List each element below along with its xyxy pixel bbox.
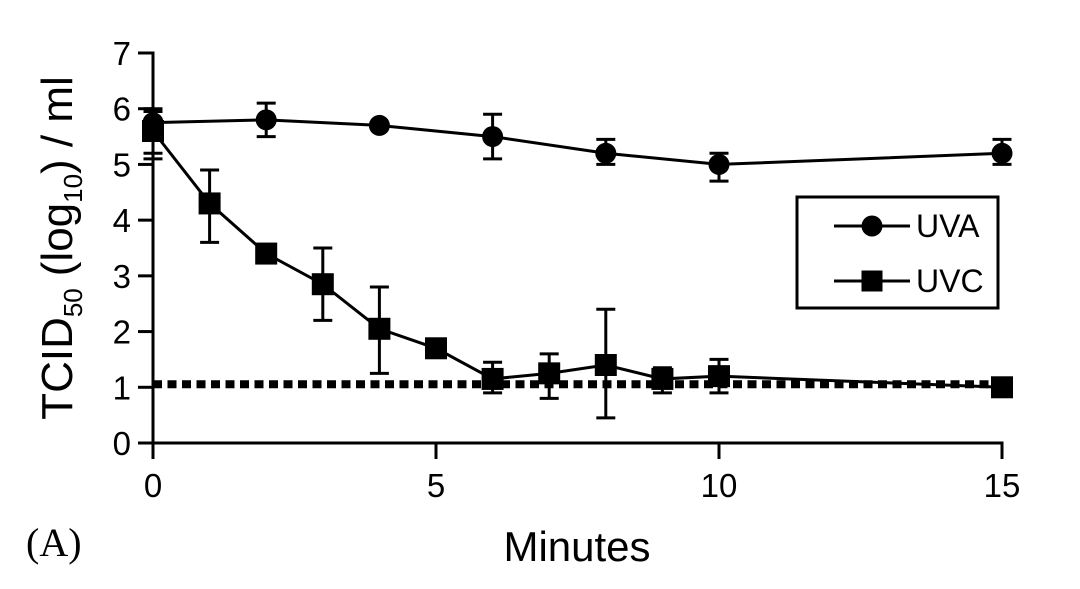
y-tick-label: 7	[113, 35, 131, 72]
uvc-marker	[991, 376, 1013, 399]
uvc-marker	[142, 120, 164, 142]
legend-entry-uva: UVA	[834, 208, 980, 244]
uvc-marker	[255, 242, 278, 265]
y-axis-label-subscript: 50	[58, 288, 88, 317]
x-tick-label: 0	[144, 467, 162, 504]
y-axis-label: TCID50 (log10) / ml	[33, 76, 88, 420]
legend-square-marker	[861, 270, 883, 292]
uvc-marker	[538, 362, 561, 385]
uva-marker	[708, 153, 730, 175]
y-axis-label-part: TCID	[33, 317, 82, 420]
legend-label-uva: UVA	[916, 208, 980, 244]
uva-marker	[595, 142, 617, 164]
y-axis-label-part: ) / ml	[33, 76, 82, 174]
uvc-marker	[311, 273, 334, 296]
uva-marker	[255, 109, 277, 131]
uva-series-line	[152, 118, 1003, 166]
uva-marker	[368, 114, 390, 136]
uvc-marker	[481, 367, 504, 390]
uva-marker	[991, 142, 1013, 164]
uvc-marker	[198, 192, 221, 215]
y-tick-label: 2	[113, 314, 131, 351]
y-tick-label: 0	[113, 425, 131, 462]
panel-label: (A)	[26, 520, 82, 565]
uvc-marker	[425, 337, 447, 360]
y-tick-label: 4	[113, 202, 131, 239]
x-tick-label: 10	[701, 467, 738, 504]
y-tick-label: 3	[113, 258, 131, 295]
x-axis-label: Minutes	[503, 523, 650, 570]
legend-circle-marker	[861, 215, 883, 237]
uvc-marker	[651, 367, 674, 390]
legend: UVA UVC	[795, 195, 1000, 310]
y-tick-label: 1	[113, 369, 131, 406]
legend-entry-uvc: UVC	[834, 263, 984, 299]
y-axis-label-subscript: 10	[58, 174, 88, 203]
y-tick-label: 5	[113, 146, 131, 183]
uvc-marker	[368, 317, 391, 340]
legend-box	[795, 195, 1000, 310]
x-tick-label: 5	[427, 467, 445, 504]
legend-label-uvc: UVC	[916, 263, 984, 299]
uva-marker	[482, 126, 504, 148]
y-axis-label-part: (log	[33, 203, 82, 276]
y-tick-label: 6	[113, 91, 131, 128]
uvc-marker	[594, 354, 617, 376]
uvc-marker	[708, 365, 730, 388]
x-tick-label: 15	[984, 467, 1021, 504]
